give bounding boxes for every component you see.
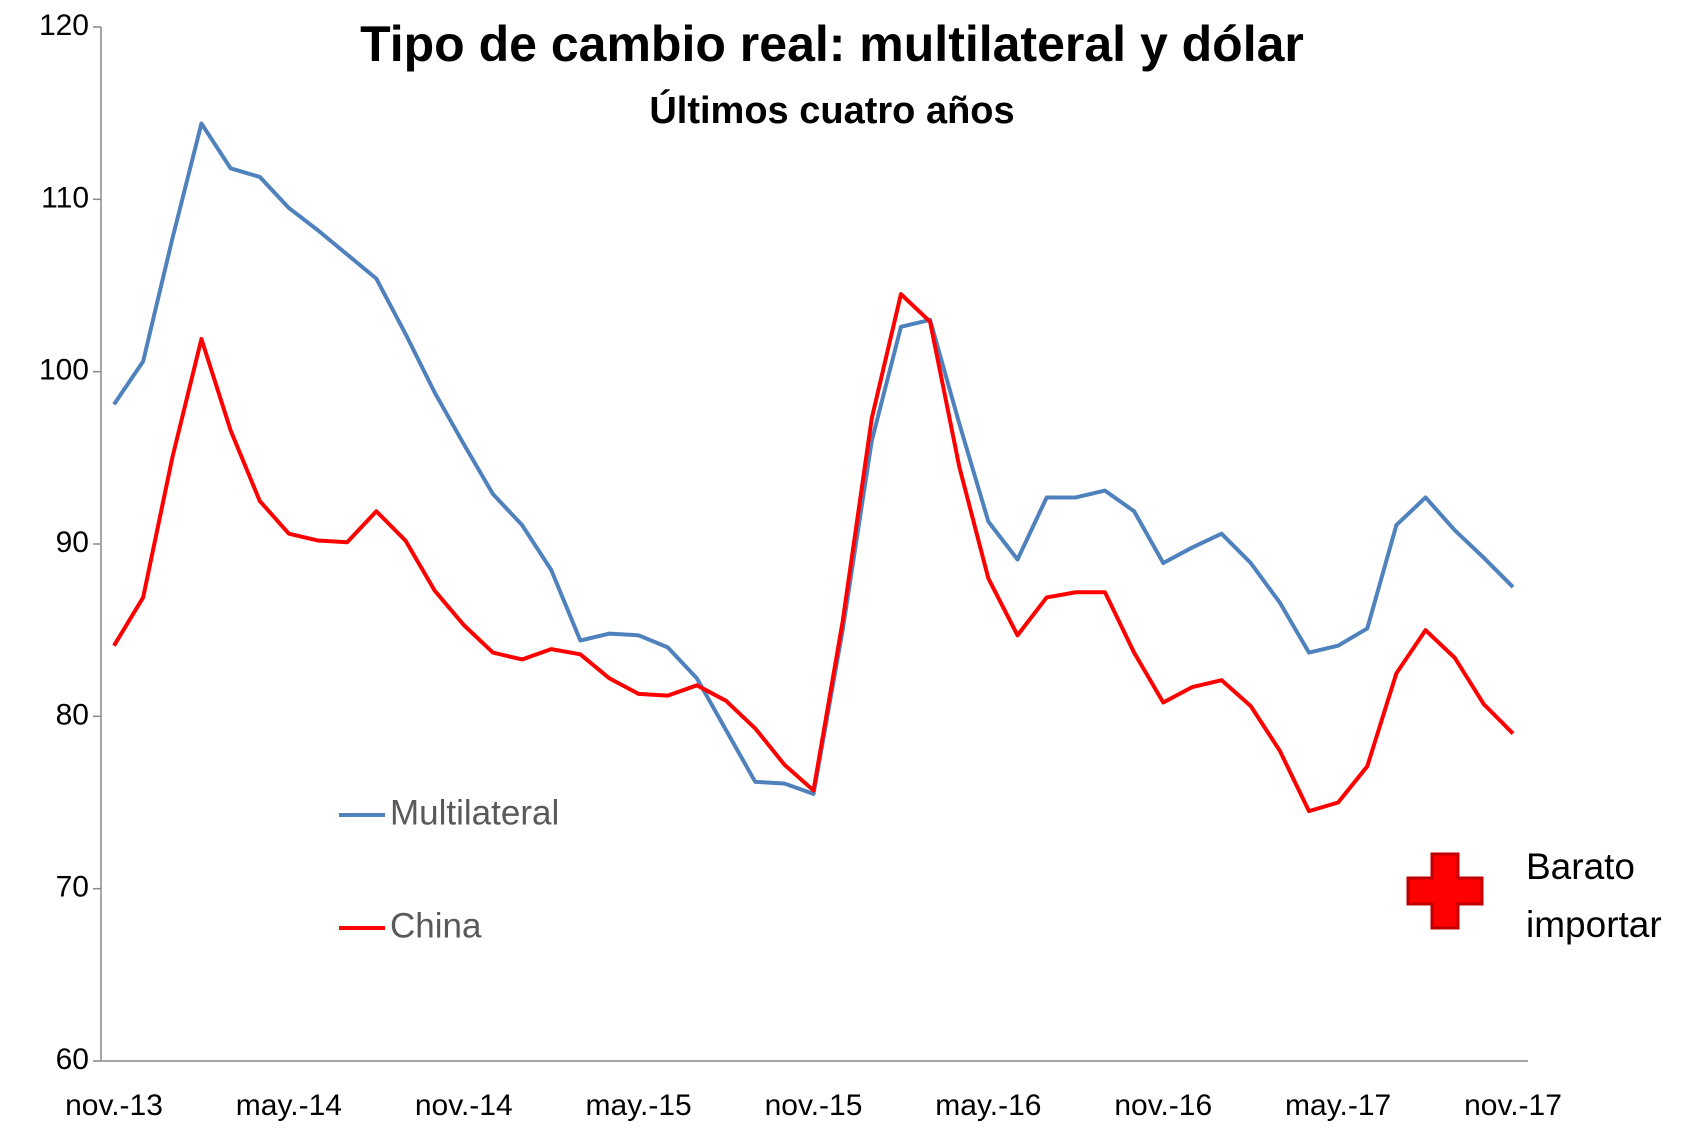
y-tick-label: 60 (56, 1043, 89, 1076)
x-tick-label: nov.-17 (1464, 1089, 1562, 1122)
y-tick-label: 100 (39, 354, 89, 387)
legend-label: Multilateral (390, 793, 559, 832)
series-line (112, 121, 1515, 796)
x-tick-label: nov.-15 (765, 1089, 863, 1122)
annotation-text: Barato (1526, 846, 1635, 887)
x-tick-label: nov.-14 (415, 1089, 513, 1122)
x-tick-label: may.-17 (1285, 1089, 1391, 1122)
cross-icon (1406, 852, 1484, 930)
chart-title: Tipo de cambio real: multilateral y dóla… (360, 16, 1304, 72)
x-tick-label: nov.-16 (1114, 1089, 1212, 1122)
x-tick-label: may.-15 (586, 1089, 692, 1122)
x-tick-label: may.-16 (935, 1089, 1041, 1122)
x-tick-label: may.-14 (236, 1089, 342, 1122)
y-tick-label: 110 (41, 181, 89, 214)
y-tick-label: 70 (56, 871, 89, 904)
x-tick-label: nov.-13 (65, 1089, 163, 1122)
legend-label: China (390, 906, 482, 945)
annotation-cross (1406, 852, 1484, 930)
chart-subtitle: Últimos cuatro años (649, 88, 1014, 132)
y-tick-label: 80 (56, 698, 89, 731)
y-tick-label: 90 (56, 526, 89, 559)
series-line (112, 292, 1515, 814)
annotation-text: importar (1526, 904, 1662, 945)
y-tick-label: 120 (39, 9, 89, 42)
